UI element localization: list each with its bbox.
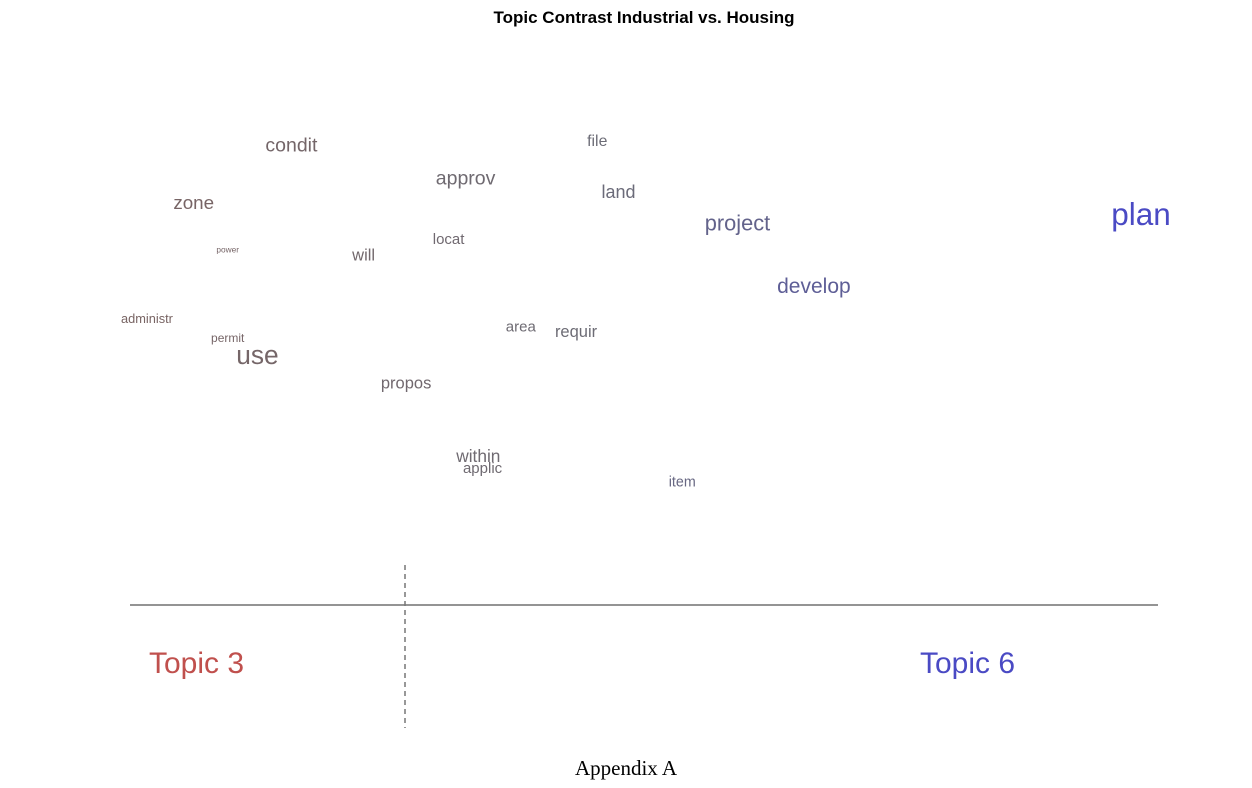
word-label-zone: zone (173, 192, 214, 213)
word-label-locat: locat (433, 231, 466, 248)
word-label-item: item (669, 475, 696, 491)
word-label-will: will (351, 247, 375, 265)
word-label-condit: condit (265, 135, 318, 157)
word-label-administr: administr (121, 311, 174, 326)
word-label-within: within (455, 446, 500, 466)
word-label-develop: develop (777, 275, 851, 298)
appendix-caption: Appendix A (574, 756, 678, 780)
topic-3-label: Topic 3 (149, 647, 244, 680)
word-label-propos: propos (381, 375, 431, 393)
word-label-requir: requir (555, 323, 598, 341)
word-label-permit: permit (211, 331, 245, 345)
topic-6-label: Topic 6 (920, 647, 1015, 680)
word-label-applic: applic (463, 460, 503, 477)
word-label-land: land (601, 182, 635, 202)
word-layer: condit file approv land zone project plan locat… (121, 133, 1171, 490)
word-label-plan: plan (1111, 196, 1171, 232)
word-label-area: area (506, 318, 537, 335)
chart-title: Topic Contrast Industrial vs. Housing (494, 8, 795, 27)
word-label-project: project (705, 211, 770, 236)
topic-contrast-chart: Topic Contrast Industrial vs. Housing co… (121, 8, 1171, 728)
word-label-use: use (236, 340, 278, 370)
word-label-file: file (587, 133, 607, 150)
word-label-approv: approv (436, 167, 496, 189)
word-label-power: power (216, 244, 239, 254)
